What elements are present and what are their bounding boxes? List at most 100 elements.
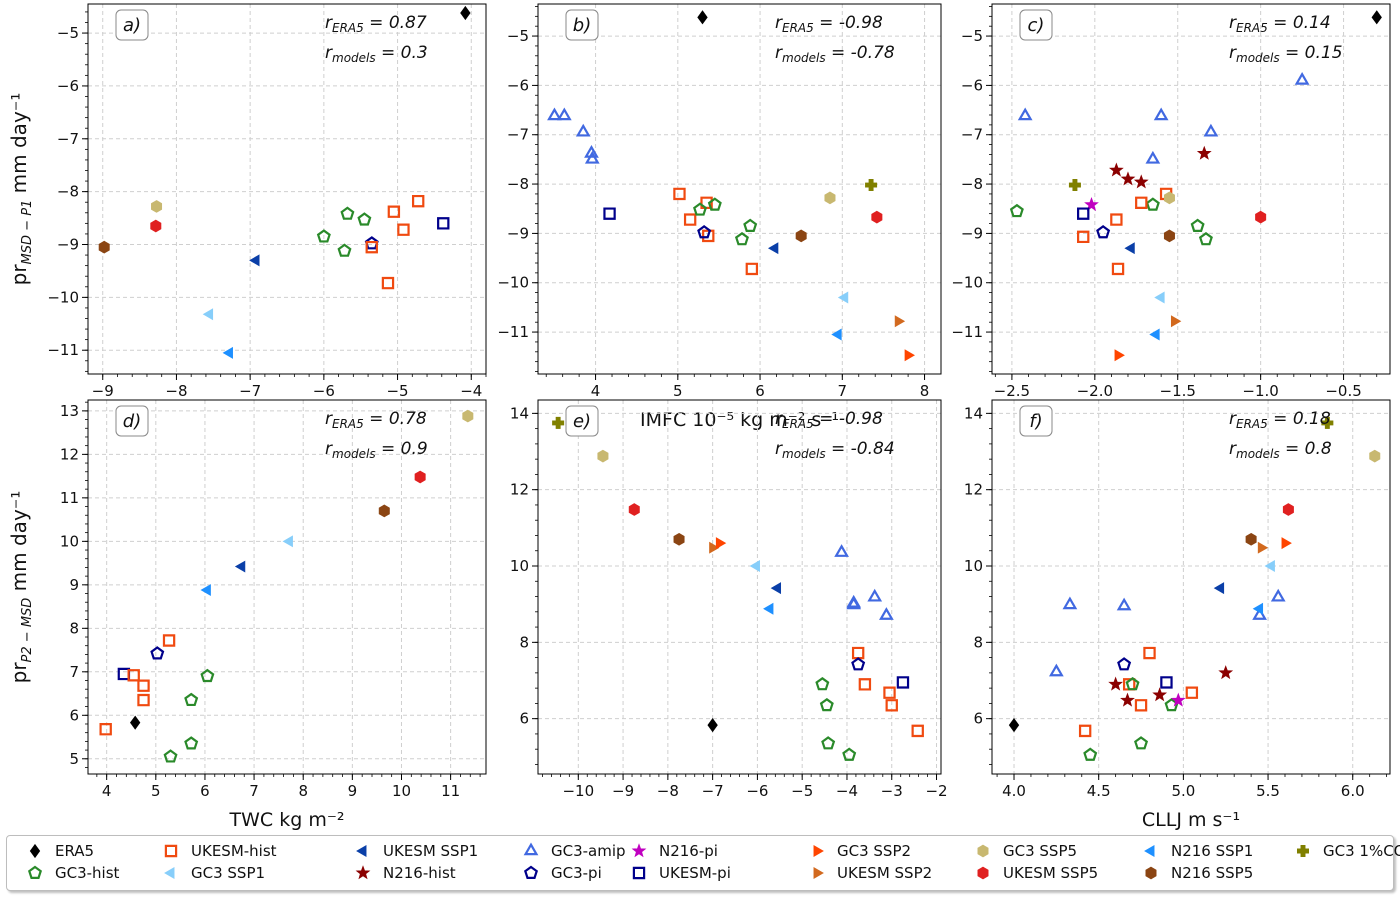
tick-label-x: −1.5 xyxy=(1160,382,1196,400)
tick-label-y: 11 xyxy=(60,489,79,507)
point-ukesm-pi xyxy=(1077,207,1090,220)
legend-marker xyxy=(813,867,824,879)
point-ukesm-ssp5 xyxy=(871,210,883,224)
point-n216-ssp1 xyxy=(200,584,211,597)
tick-label-x: 6 xyxy=(755,382,765,400)
legend-marker xyxy=(523,865,539,879)
point-gc3-hist xyxy=(1125,676,1140,691)
point-gc3-ssp5 xyxy=(824,191,836,205)
point-gc3-amip xyxy=(846,594,862,608)
point-n216-hist xyxy=(1108,162,1124,177)
points xyxy=(1009,10,1382,362)
tick-label-y: 6 xyxy=(519,710,529,728)
point-ukesm-ssp5 xyxy=(414,470,426,484)
legend-marker-shape xyxy=(631,843,647,858)
point-gc3-ssp2 xyxy=(715,537,727,550)
legend-label: N216-pi xyxy=(659,842,718,860)
point-n216-pi xyxy=(1084,197,1099,212)
point-ukesm-pi xyxy=(117,667,131,681)
axes-frame xyxy=(991,399,1391,775)
r-era5-annotation: rERA5 = -0.98 xyxy=(775,13,883,35)
tick-label-y: 10 xyxy=(510,557,529,575)
legend-marker xyxy=(164,867,175,879)
point-gc3-ssp2 xyxy=(1114,349,1125,362)
point-gc3-amip xyxy=(575,123,591,137)
point-ukesm-hist xyxy=(673,187,686,201)
legend-marker-shape xyxy=(523,865,539,879)
tick-label-x: 11 xyxy=(441,782,460,800)
panel-label: b) xyxy=(573,15,591,36)
points xyxy=(547,10,916,362)
point-era5 xyxy=(129,715,141,730)
point-ukesm-hist xyxy=(911,724,924,738)
point-n216-ssp1 xyxy=(222,346,233,359)
point-era5 xyxy=(460,5,471,21)
point-ukesm-ssp2 xyxy=(1170,315,1182,328)
tick-label-x: 7 xyxy=(838,382,848,400)
point-ukesm-ssp1 xyxy=(770,582,782,595)
r-era5-annotation: rERA5 = -0.98 xyxy=(775,409,883,431)
legend-item-gc3-pi: GC3-pi xyxy=(517,862,602,884)
axes-frame xyxy=(87,399,487,775)
point-gc3-pi xyxy=(1096,225,1111,239)
point-gc3-1-co2 xyxy=(1321,416,1334,429)
r-era5-annotation: rERA5 = 0.78 xyxy=(325,409,427,431)
legend-marker-shape xyxy=(1144,845,1155,857)
tick-label-x: −5 xyxy=(386,382,408,400)
point-n216-hist xyxy=(1108,676,1124,691)
legend-item-gc3-1-co2: GC3 1%CO2 xyxy=(1289,840,1400,862)
point-gc3-1-co2 xyxy=(552,416,565,429)
tick-label-y: −10 xyxy=(951,274,983,292)
point-gc3-ssp5 xyxy=(1163,191,1175,205)
legend-item-n216-ssp5: N216 SSP5 xyxy=(1137,862,1253,884)
legend-marker-shape xyxy=(523,842,539,856)
legend-marker-shape xyxy=(164,844,178,858)
point-ukesm-hist xyxy=(858,678,872,691)
tick-label-x: −2.0 xyxy=(1077,382,1113,400)
tick-label-x: −10 xyxy=(562,782,594,800)
point-gc3-hist xyxy=(163,749,178,763)
point-gc3-amip xyxy=(547,107,562,121)
legend: ERA5 GC3-hist UKESM-hist GC3 SSP1 UKESM SSP1… xyxy=(6,835,1400,891)
point-ukesm-hist xyxy=(885,699,898,712)
point-gc3-hist xyxy=(743,218,758,232)
axes-frame xyxy=(537,399,942,775)
point-gc3-1-co2 xyxy=(1068,179,1081,192)
point-gc3-amip xyxy=(1270,588,1286,602)
point-era5 xyxy=(697,10,708,25)
tick-label-y: 8 xyxy=(519,633,529,651)
points xyxy=(99,409,474,763)
point-gc3-pi xyxy=(364,236,379,250)
panel-f: 4.0 4.5 5.0 5.5 6.0 6 8 10 12 14 f) rERA5 = 0.18 rmo… xyxy=(964,399,1391,831)
tick-label-y: −8 xyxy=(507,175,529,193)
tick-label-y: −11 xyxy=(951,323,983,341)
point-n216-hist xyxy=(1120,171,1136,186)
point-n216-ssp5 xyxy=(1163,229,1175,243)
legend-marker-shape xyxy=(1145,866,1157,880)
legend-marker xyxy=(631,843,647,858)
point-ukesm-ssp1 xyxy=(1124,242,1135,255)
legend-marker xyxy=(1145,866,1157,880)
legend-label: ERA5 xyxy=(55,842,95,860)
point-gc3-amip xyxy=(1116,597,1132,611)
tick-label-x: 5 xyxy=(151,782,161,800)
tick-label-x: 4 xyxy=(102,782,112,800)
tick-label-y: −10 xyxy=(47,288,79,306)
panel-label-box xyxy=(115,9,149,41)
legend-marker xyxy=(29,843,41,859)
legend-label: N216 SSP5 xyxy=(1171,864,1254,882)
point-gc3-hist xyxy=(734,231,749,246)
panel-label: d) xyxy=(123,411,141,432)
tick-label-x: 4 xyxy=(591,382,601,400)
legend-item-ukesm-hist: UKESM-hist xyxy=(157,840,277,862)
point-ukesm-ssp5 xyxy=(628,503,640,516)
legend-marker-shape xyxy=(813,845,824,857)
legend-marker-shape xyxy=(27,865,43,879)
tick-label-y: −9 xyxy=(961,224,983,242)
axes-frame xyxy=(991,3,1391,375)
point-ukesm-hist xyxy=(381,276,395,290)
tick-label-x: −3 xyxy=(881,782,903,800)
point-ukesm-hist xyxy=(1134,699,1148,712)
r-models-annotation: rmodels = -0.78 xyxy=(775,43,895,65)
point-ukesm-hist xyxy=(1143,646,1156,660)
